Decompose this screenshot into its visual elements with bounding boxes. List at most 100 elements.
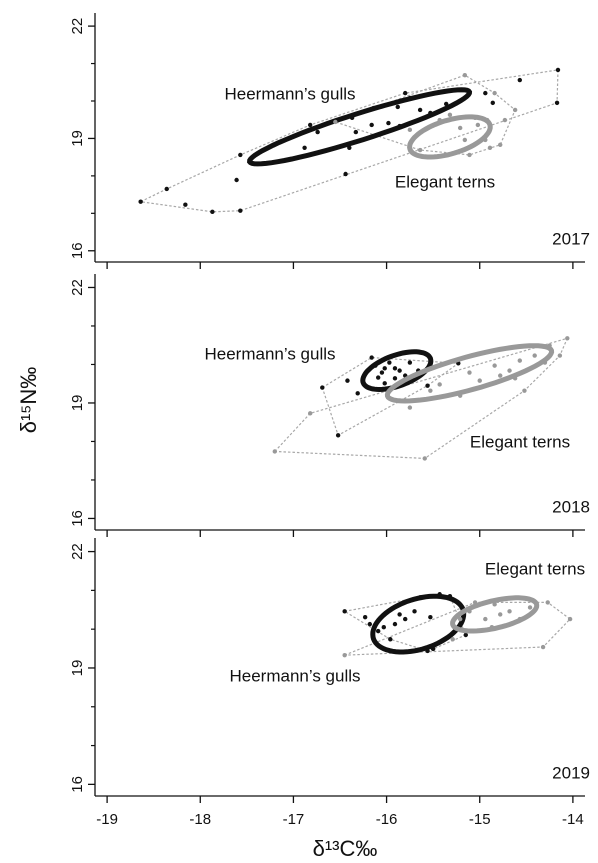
- data-point: [467, 370, 472, 375]
- data-point: [540, 644, 546, 650]
- data-point: [428, 388, 433, 393]
- data-point: [527, 605, 533, 610]
- data-point: [483, 616, 488, 622]
- x-tick-label: -17: [283, 811, 305, 828]
- data-point: [375, 375, 381, 380]
- x-tick-label: -15: [469, 811, 491, 828]
- data-point: [362, 614, 368, 620]
- data-point: [234, 177, 239, 183]
- data-point: [554, 100, 560, 106]
- data-point: [417, 107, 423, 113]
- data-point: [407, 360, 413, 365]
- convex-hull: [333, 74, 516, 156]
- data-point: [457, 125, 463, 131]
- data-point: [403, 90, 408, 96]
- year-label: 2019: [552, 763, 590, 782]
- data-point: [492, 602, 497, 607]
- y-tick-label: 19: [69, 395, 86, 412]
- data-point: [395, 104, 400, 110]
- data-point: [238, 152, 243, 158]
- series-label: Elegant terns: [485, 559, 585, 578]
- data-point: [369, 122, 374, 128]
- x-tick-label: -14: [562, 811, 584, 828]
- data-point: [342, 652, 347, 658]
- data-point: [397, 612, 402, 617]
- data-point: [467, 152, 472, 158]
- series-label: Heermann’s gulls: [204, 344, 335, 363]
- y-tick-label: 22: [69, 279, 86, 296]
- data-point: [498, 373, 503, 378]
- data-point: [532, 353, 537, 358]
- data-point: [379, 370, 385, 375]
- sea-ellipse: [360, 349, 434, 393]
- data-point: [382, 381, 387, 386]
- data-point: [498, 612, 503, 617]
- convex-hull: [138, 69, 559, 213]
- data-point: [412, 609, 417, 614]
- data-point: [545, 600, 550, 605]
- data-point: [425, 383, 430, 388]
- data-point: [387, 360, 392, 365]
- data-point: [417, 147, 423, 153]
- data-point: [369, 355, 374, 360]
- series-label: Heermann’s gulls: [224, 84, 355, 103]
- data-point: [507, 368, 512, 373]
- data-point: [498, 142, 503, 148]
- sea-ellipse: [247, 87, 473, 167]
- data-point: [462, 137, 468, 143]
- data-point: [512, 107, 518, 113]
- y-tick-label: 19: [69, 660, 86, 677]
- series-label: Elegant terns: [470, 432, 570, 451]
- data-point: [565, 336, 570, 341]
- data-point: [428, 614, 433, 620]
- x-axis-title: δ¹³C‰: [313, 836, 378, 861]
- data-point: [138, 199, 143, 204]
- data-point: [492, 363, 497, 368]
- data-point: [392, 621, 398, 627]
- data-point: [386, 120, 391, 126]
- data-point: [333, 119, 338, 125]
- sea-ellipse: [407, 114, 493, 160]
- data-point: [483, 90, 488, 96]
- data-point: [392, 376, 398, 381]
- data-point: [507, 609, 512, 614]
- data-point: [490, 100, 495, 106]
- data-point: [463, 632, 468, 638]
- data-point: [164, 186, 169, 192]
- data-point: [517, 77, 522, 83]
- data-point: [403, 616, 408, 622]
- data-point: [210, 209, 215, 215]
- data-point: [492, 90, 497, 96]
- data-point: [345, 378, 350, 383]
- data-point: [477, 378, 482, 383]
- x-tick-label: -16: [376, 811, 398, 828]
- y-axis-title: δ¹⁵N‰: [16, 367, 41, 434]
- data-point: [475, 122, 481, 128]
- series-label: Heermann’s gulls: [229, 666, 360, 685]
- data-point: [315, 129, 320, 135]
- data-point: [437, 382, 442, 387]
- data-point: [447, 112, 453, 118]
- data-point: [381, 625, 386, 630]
- y-tick-label: 16: [69, 510, 86, 527]
- data-point: [335, 433, 341, 438]
- year-label: 2017: [552, 229, 590, 248]
- x-tick-label: -19: [96, 811, 118, 828]
- data-point: [392, 366, 398, 371]
- data-point: [307, 122, 313, 128]
- data-point: [320, 385, 325, 390]
- data-point: [183, 202, 188, 207]
- data-point: [382, 366, 387, 371]
- data-point: [397, 368, 402, 373]
- data-point: [343, 171, 348, 177]
- year-label: 2018: [552, 497, 590, 516]
- data-point: [388, 637, 393, 642]
- data-point: [375, 628, 381, 634]
- sea-ellipse: [450, 595, 540, 634]
- data-point: [522, 388, 527, 393]
- data-point: [567, 616, 573, 622]
- data-point: [407, 405, 413, 410]
- series-label: Elegant terns: [395, 172, 495, 191]
- convex-hull: [344, 601, 572, 656]
